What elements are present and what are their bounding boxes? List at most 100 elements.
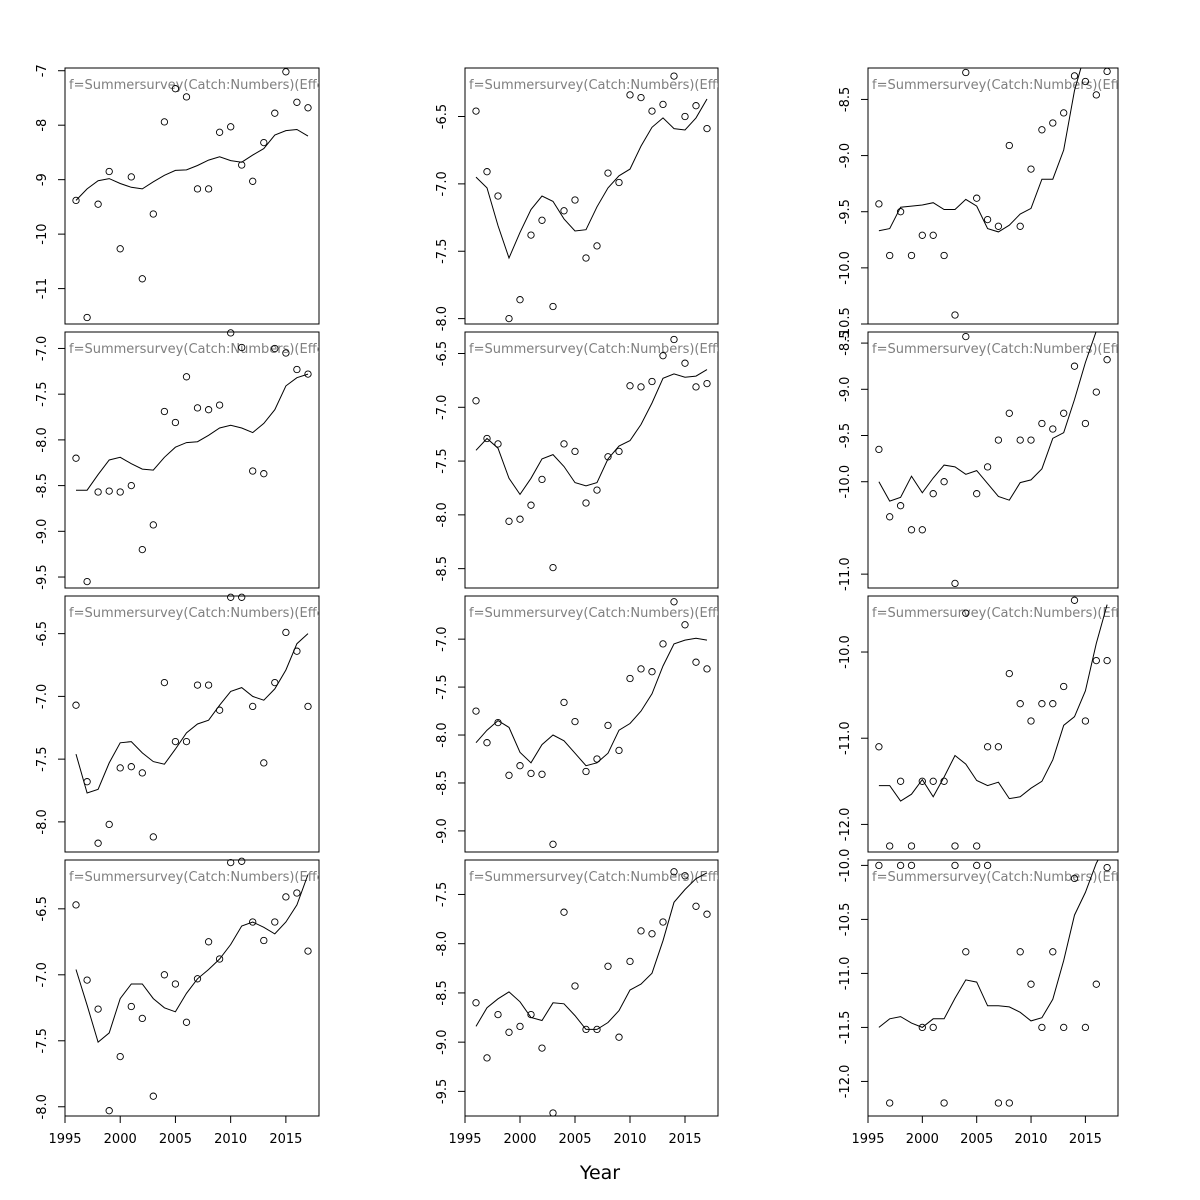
data-point bbox=[193, 975, 202, 983]
panel-r4-c1: f=Summersurvey(Catch:Numbers)(Effort) -8.… bbox=[35, 857, 320, 1147]
data-point bbox=[127, 763, 135, 771]
data-point bbox=[127, 173, 135, 181]
data-point bbox=[304, 370, 312, 378]
data-point bbox=[951, 861, 959, 870]
data-point bbox=[896, 861, 905, 870]
data-point bbox=[1005, 1099, 1013, 1107]
data-point bbox=[951, 311, 959, 319]
data-point bbox=[527, 1010, 535, 1019]
data-point bbox=[886, 842, 894, 850]
panel-label: f=Summersurvey(Catch:Numbers)(Effort) bbox=[69, 342, 340, 357]
data-point bbox=[1027, 717, 1035, 725]
y-tick-label: -8.0 bbox=[435, 502, 450, 527]
data-point bbox=[648, 107, 656, 115]
data-point bbox=[193, 681, 202, 689]
y-tick-label: -8.0 bbox=[435, 931, 450, 956]
data-point bbox=[582, 767, 590, 776]
data-point bbox=[116, 764, 124, 772]
y-tick-label: -12.0 bbox=[838, 1065, 853, 1099]
data-point bbox=[648, 668, 656, 676]
fit-line bbox=[878, 332, 1097, 502]
y-tick-label: -11.0 bbox=[838, 557, 853, 591]
panel-label: f=Summersurvey(Catch:Numbers)(Effort) bbox=[872, 870, 1143, 885]
panel-r3-c3: f=Summersurvey(Catch:Numbers)(Effort) -12… bbox=[838, 595, 1119, 853]
data-point bbox=[94, 839, 102, 847]
x-tick-label: 2015 bbox=[668, 1132, 701, 1147]
y-tick-label: -9 bbox=[35, 173, 50, 186]
data-point bbox=[1103, 863, 1111, 872]
data-point bbox=[1016, 222, 1024, 230]
data-point bbox=[249, 177, 257, 185]
data-point bbox=[171, 980, 180, 988]
data-point bbox=[304, 947, 312, 955]
y-tick-label: -10.0 bbox=[838, 635, 853, 669]
data-point bbox=[483, 434, 491, 443]
data-point bbox=[494, 1010, 502, 1019]
data-point bbox=[670, 868, 678, 876]
data-point bbox=[282, 68, 290, 76]
y-tick-label: -7.0 bbox=[435, 395, 450, 420]
x-tick-label: 2015 bbox=[1069, 1132, 1102, 1147]
y-tick-label: -7.5 bbox=[435, 674, 450, 699]
data-point bbox=[875, 200, 883, 208]
data-point bbox=[83, 778, 91, 786]
y-tick-label: -8.5 bbox=[435, 556, 450, 581]
data-point bbox=[227, 123, 235, 131]
data-point bbox=[282, 628, 290, 637]
data-point bbox=[681, 112, 689, 121]
data-point bbox=[886, 251, 894, 260]
data-point bbox=[138, 769, 146, 777]
data-point bbox=[929, 1023, 937, 1032]
data-point bbox=[604, 962, 612, 970]
data-point bbox=[549, 840, 557, 848]
data-point bbox=[929, 231, 937, 239]
data-point bbox=[171, 418, 180, 427]
data-point bbox=[940, 1099, 948, 1107]
x-tick-label: 2000 bbox=[104, 1132, 137, 1147]
panel-r3-c1: f=Summersurvey(Catch:Numbers)(Effort) -8.… bbox=[35, 593, 320, 853]
data-point bbox=[907, 861, 916, 870]
y-tick-label: -8.5 bbox=[838, 330, 853, 355]
data-point bbox=[994, 743, 1003, 751]
x-tick-label: 1995 bbox=[448, 1132, 481, 1147]
data-point bbox=[604, 721, 612, 730]
data-point bbox=[1070, 596, 1079, 604]
data-point bbox=[681, 359, 689, 367]
data-point bbox=[516, 515, 524, 523]
data-point bbox=[1016, 700, 1024, 708]
data-point bbox=[304, 104, 312, 112]
panel-r4-c2: f=Summersurvey(Catch:Numbers)(Effort) -9.… bbox=[435, 859, 740, 1147]
data-point bbox=[951, 842, 959, 850]
data-point bbox=[549, 1109, 557, 1117]
panel-r1-c3: f=Summersurvey(Catch:Numbers)(Effort) -10… bbox=[838, 67, 1119, 341]
data-point bbox=[692, 102, 700, 110]
data-point bbox=[983, 215, 992, 224]
data-point bbox=[1027, 165, 1035, 173]
data-point bbox=[83, 976, 91, 984]
data-point bbox=[1060, 1023, 1068, 1032]
data-point bbox=[527, 501, 535, 509]
x-tick-label: 2010 bbox=[1014, 1132, 1047, 1147]
data-point bbox=[83, 313, 91, 322]
fit-line bbox=[75, 128, 309, 201]
y-tick-label: -6.5 bbox=[35, 896, 50, 921]
data-point bbox=[1049, 700, 1057, 708]
y-tick-label: -10.5 bbox=[838, 307, 853, 341]
x-tick-label: 2010 bbox=[613, 1132, 646, 1147]
panel-label: f=Summersurvey(Catch:Numbers)(Effort) bbox=[469, 870, 740, 885]
data-point bbox=[538, 1044, 546, 1052]
data-point bbox=[72, 196, 80, 205]
data-point bbox=[918, 777, 926, 785]
y-tick-label: -6.5 bbox=[435, 104, 450, 129]
data-point bbox=[238, 857, 246, 865]
data-point bbox=[1049, 425, 1057, 433]
data-point bbox=[260, 138, 268, 147]
data-point bbox=[896, 777, 905, 785]
y-tick-label: -7.0 bbox=[35, 336, 50, 361]
data-point bbox=[193, 404, 202, 412]
y-tick-label: -10 bbox=[35, 224, 50, 245]
fit-line bbox=[475, 637, 708, 767]
panel-frame bbox=[464, 331, 719, 589]
panel-label: f=Summersurvey(Catch:Numbers)(Effort) bbox=[469, 606, 740, 621]
data-point bbox=[182, 737, 191, 746]
